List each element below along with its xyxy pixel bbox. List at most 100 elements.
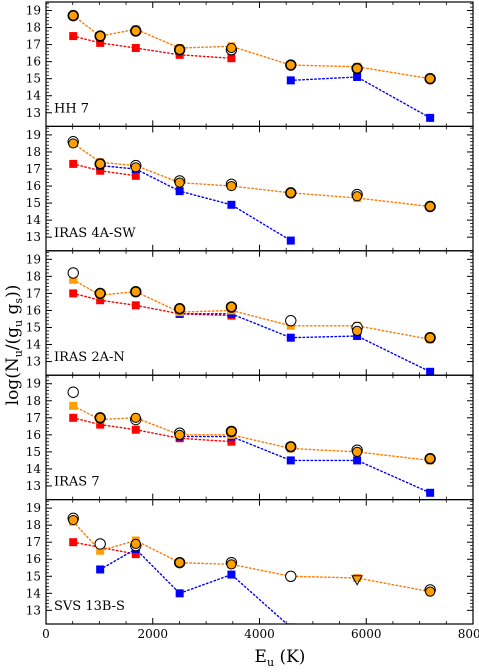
x-tick-label: 4000 <box>244 627 275 641</box>
series-line <box>72 405 431 462</box>
panel-1: 13 14 15 16 17 18 19 HH 7 <box>26 1 474 128</box>
data-point-square <box>426 488 435 497</box>
data-point-open-circle <box>285 570 297 582</box>
y-tick-label: 13 <box>26 230 41 244</box>
panel-frame <box>45 499 474 625</box>
data-point-filled-circle <box>174 303 185 314</box>
y-tick-label: 18 <box>26 269 41 283</box>
y-tick-label: 18 <box>26 145 41 159</box>
data-point-square <box>96 420 105 429</box>
y-tick-label: 13 <box>26 603 41 617</box>
data-point-filled-circle <box>226 180 237 192</box>
series-line <box>290 76 431 119</box>
y-tick-label: 17 <box>26 535 41 549</box>
data-point-open-circle <box>285 314 297 327</box>
data-point-filled-circle <box>425 586 436 597</box>
data-point-filled-circle <box>130 286 141 297</box>
data-point-triangle <box>351 575 363 586</box>
data-point-filled-circle <box>130 162 141 173</box>
panel-label: SVS 13B-S <box>54 599 125 614</box>
x-axis-tick-labels: 0 2000 4000 6000 8000 <box>42 627 479 641</box>
y-tick-label: 14 <box>26 462 42 476</box>
data-point-filled-circle <box>285 59 296 71</box>
data-point-filled-circle <box>425 332 436 343</box>
data-point-square <box>353 573 362 582</box>
data-point-square <box>69 413 78 422</box>
y-tick-label: 18 <box>26 21 41 35</box>
data-point-filled-circle <box>226 426 237 437</box>
y-tick-label: 17 <box>26 286 41 300</box>
series-line <box>72 14 431 80</box>
panel-frame <box>45 374 474 501</box>
data-point-filled-circle <box>285 187 296 198</box>
data-point-square <box>69 159 78 168</box>
y-tick-label: 15 <box>26 445 41 459</box>
data-point-filled-circle <box>226 301 237 313</box>
data-point-square <box>131 425 140 434</box>
data-point-open-circle <box>67 386 79 398</box>
panel-label: IRAS 7 <box>54 475 100 490</box>
y-tick-label: 16 <box>26 428 41 442</box>
data-point-square <box>131 301 140 310</box>
data-point-square <box>286 456 295 465</box>
y-tick-label: 18 <box>26 518 41 532</box>
y-tick-label: 19 <box>26 501 41 515</box>
data-point-square <box>96 166 105 175</box>
data-point-filled-circle <box>352 446 363 457</box>
panel-data <box>67 512 436 625</box>
series-line <box>72 279 431 341</box>
data-point-square <box>227 570 236 579</box>
y-tick-label: 14 <box>26 89 42 103</box>
data-point-square <box>426 113 435 122</box>
data-point-square <box>353 332 362 341</box>
series-line <box>99 548 289 625</box>
data-point-filled-circle <box>68 10 79 21</box>
data-point-filled-circle <box>174 177 185 188</box>
y-tick-label: 16 <box>26 303 41 317</box>
data-point-filled-circle <box>130 25 141 37</box>
y-tick-label: 13 <box>26 479 41 493</box>
x-tick-label: 2000 <box>137 627 168 641</box>
data-point-square <box>96 565 105 574</box>
data-point-filled-circle <box>95 412 106 423</box>
data-point-square <box>286 623 295 625</box>
x-tick-label: 0 <box>42 627 50 641</box>
y-tick-label: 19 <box>26 128 41 142</box>
data-point-filled-circle <box>174 44 185 55</box>
data-point-square <box>96 38 105 47</box>
data-point-filled-circle <box>226 559 237 570</box>
y-tick-label: 15 <box>26 196 41 210</box>
y-tick-label: 14 <box>26 586 42 600</box>
data-point-square <box>69 32 78 41</box>
data-point-filled-circle <box>425 453 436 464</box>
data-point-square <box>131 171 140 180</box>
y-tick-label: 13 <box>26 106 41 120</box>
panel-data <box>67 267 436 376</box>
y-tick-label: 19 <box>26 4 41 18</box>
data-point-square <box>96 296 105 305</box>
data-point-filled-circle <box>95 30 106 42</box>
data-point-square <box>96 546 105 555</box>
data-point-filled-circle <box>352 63 363 74</box>
data-point-square <box>69 401 78 410</box>
data-point-filled-circle <box>352 325 363 336</box>
y-tick-label: 15 <box>26 569 41 583</box>
series-line <box>72 541 137 555</box>
panel-label: IRAS 4A-SW <box>54 226 136 241</box>
data-point-filled-circle <box>68 138 79 149</box>
data-point-filled-circle <box>425 73 436 84</box>
y-tick-label: 15 <box>26 320 41 334</box>
y-tick-label: 16 <box>26 179 41 193</box>
series-line <box>72 142 431 208</box>
y-tick-label: 18 <box>26 394 41 408</box>
x-tick-label: 6000 <box>351 627 382 641</box>
data-point-filled-circle <box>425 201 436 212</box>
y-tick-label: 17 <box>26 411 41 425</box>
data-point-square <box>175 187 184 196</box>
data-point-square <box>131 550 140 559</box>
panel-data <box>67 136 436 245</box>
data-point-filled-circle <box>226 42 237 54</box>
y-tick-label: 16 <box>26 552 41 566</box>
data-point-open-circle <box>67 267 79 279</box>
